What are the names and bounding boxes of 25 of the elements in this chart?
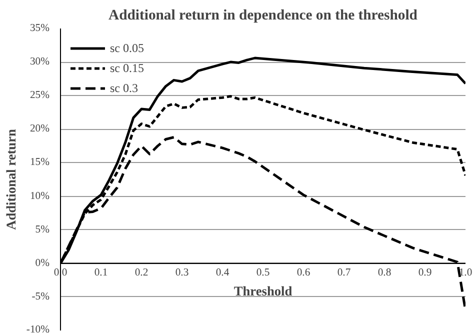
y-tick-label: 5% <box>35 224 50 236</box>
x-tick-label: 0.1 <box>94 268 108 278</box>
x-tick-label: 0.5 <box>256 268 270 278</box>
chart-title: Additional return in dependence on the threshold <box>108 8 418 24</box>
y-tick-label: 10% <box>30 190 50 202</box>
y-tick-label: 25% <box>30 90 50 102</box>
y-tick-label: 0% <box>35 258 50 269</box>
y-tick-label: 35% <box>30 23 50 34</box>
y-tick-label: 30% <box>30 56 50 68</box>
x-tick-label: 0.7 <box>337 268 352 278</box>
y-tick-label: 20% <box>30 124 50 135</box>
legend-label: sc 0.15 <box>110 60 144 76</box>
y-axis-title: Additional return <box>3 128 18 230</box>
x-axis-title: Threshold <box>234 284 293 298</box>
x-tick-label: 0.2 <box>134 268 148 278</box>
legend-label: sc 0.05 <box>110 40 144 56</box>
y-tick-label: -10% <box>26 324 50 335</box>
x-tick-label: 0.9 <box>418 268 432 278</box>
x-tick-label: 0.8 <box>378 268 392 278</box>
y-tick-label: 15% <box>30 157 50 168</box>
legend-label: sc 0.3 <box>110 80 138 96</box>
y-tick-label: -5% <box>32 291 50 302</box>
x-tick-label: 0.4 <box>216 268 230 278</box>
x-tick-label: 0.3 <box>175 268 189 278</box>
x-tick-label: 0.6 <box>296 268 311 278</box>
